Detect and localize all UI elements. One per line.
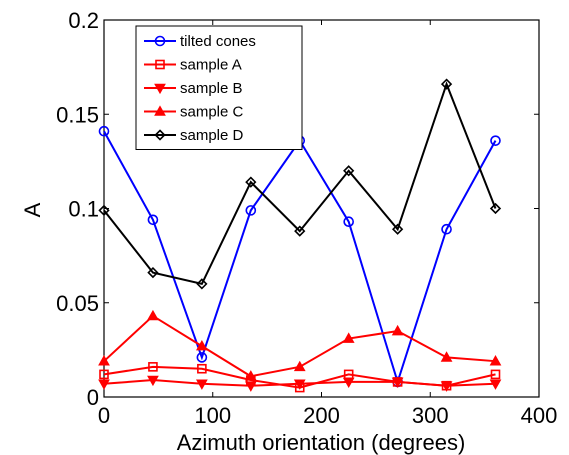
data-point <box>147 375 159 387</box>
data-point <box>440 381 453 392</box>
data-point <box>196 352 208 363</box>
data-point <box>440 78 453 90</box>
data-point <box>98 125 110 137</box>
legend-swatch-marker <box>154 105 166 116</box>
legend-label: sample A <box>180 57 242 74</box>
y-axis-label: A <box>20 202 45 217</box>
axis-ticks: 0 100 200 300 400 0 0.05 0.1 0.15 0.2 <box>56 8 557 428</box>
legend: tilted cones sample A sample B sample C samp… <box>135 25 303 150</box>
legend-swatch-marker <box>154 83 166 95</box>
x-tick-label: 0 <box>98 403 110 428</box>
x-tick-label: 200 <box>303 403 340 428</box>
data-point <box>245 176 257 188</box>
y-tick-label: 0.2 <box>68 8 99 33</box>
data-point <box>244 370 257 381</box>
legend-label: tilted cones <box>180 33 256 50</box>
data-point <box>343 216 354 227</box>
data-point <box>244 381 257 392</box>
data-point <box>489 202 502 215</box>
legend-label: sample D <box>180 127 244 144</box>
series-4 <box>98 78 502 290</box>
legend-box <box>135 25 303 150</box>
x-tick-label: 100 <box>194 403 231 428</box>
y-tick-label: 0.05 <box>56 291 99 316</box>
data-point <box>489 379 502 390</box>
data-point <box>490 369 501 380</box>
data-point <box>342 332 355 343</box>
data-point <box>98 355 110 366</box>
legend-swatch-marker <box>154 35 166 47</box>
data-point <box>147 266 159 279</box>
data-point <box>343 165 355 177</box>
legend-swatch-marker <box>155 59 165 70</box>
data-point <box>196 379 208 390</box>
data-point <box>293 360 306 372</box>
data-point <box>391 377 404 389</box>
data-point <box>196 278 208 290</box>
data-point <box>342 377 355 389</box>
data-point <box>245 205 257 216</box>
legend-label: sample B <box>180 80 243 97</box>
data-point <box>148 362 158 372</box>
y-tick-label: 0.15 <box>56 102 99 127</box>
x-tick-label: 400 <box>521 403 558 428</box>
data-point <box>147 214 159 226</box>
data-point <box>99 369 109 380</box>
data-point <box>147 309 159 321</box>
data-point <box>441 223 452 235</box>
series-3 <box>98 309 502 381</box>
data-point <box>489 355 502 366</box>
data-point <box>294 225 306 237</box>
data-point <box>440 351 453 362</box>
legend-label: sample C <box>180 104 244 121</box>
x-tick-label: 300 <box>412 403 449 428</box>
y-tick-label: 0.1 <box>68 197 99 222</box>
data-point <box>196 339 208 351</box>
data-point <box>490 135 501 146</box>
series-line <box>103 81 497 286</box>
data-point <box>391 223 404 235</box>
legend-swatch-marker <box>154 129 166 141</box>
data-point <box>197 363 207 374</box>
series-2 <box>98 375 502 392</box>
x-axis-label: Azimuth orientation (degrees) <box>177 430 466 455</box>
data-point <box>98 379 110 390</box>
y-tick-label: 0 <box>87 385 99 410</box>
data-point <box>293 379 306 390</box>
data-point <box>391 324 404 336</box>
data-point <box>98 204 110 217</box>
